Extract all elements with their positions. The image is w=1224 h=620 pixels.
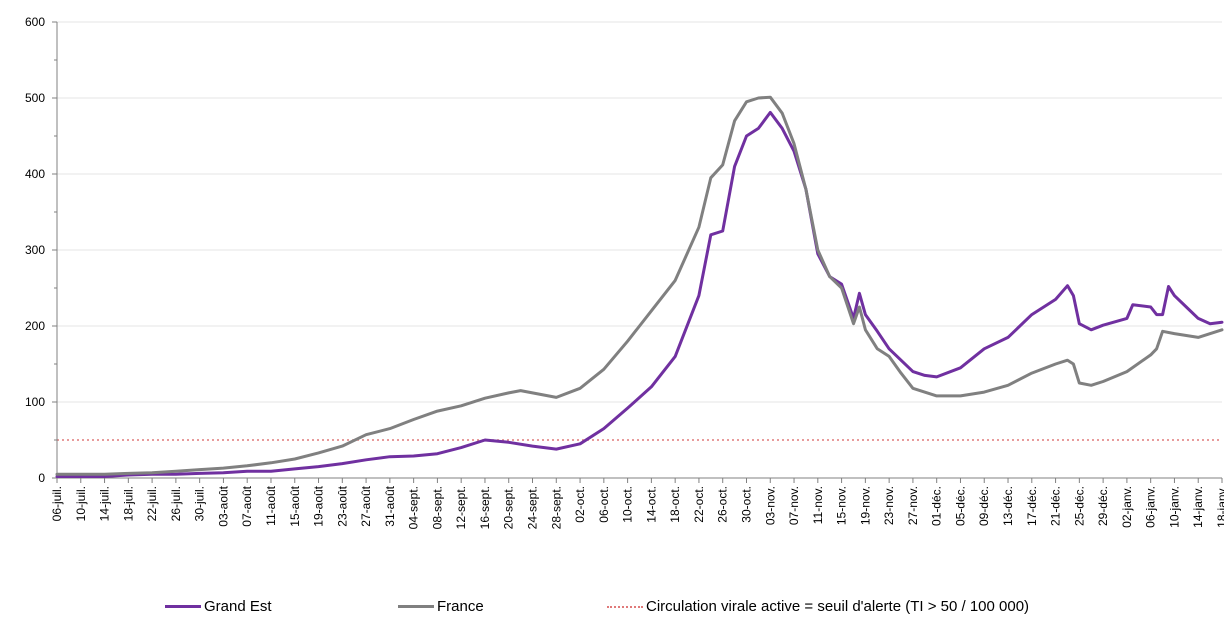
x-tick-label: 28-sept. bbox=[549, 486, 563, 529]
x-tick-label: 20-sept. bbox=[502, 486, 516, 529]
x-tick-label: 26-juil. bbox=[169, 486, 183, 521]
x-tick-label: 08-sept. bbox=[430, 486, 444, 529]
axes bbox=[52, 21, 1223, 483]
x-tick-label: 27-nov. bbox=[906, 486, 920, 525]
x-tick-label: 11-nov. bbox=[811, 486, 825, 524]
x-tick-label: 25-déc. bbox=[1072, 486, 1086, 526]
y-tick-label: 500 bbox=[25, 91, 45, 105]
x-tick-label: 30-oct. bbox=[739, 486, 753, 523]
x-tick-label: 07-nov. bbox=[787, 486, 801, 525]
legend-item-alert-threshold: Circulation virale active = seuil d'aler… bbox=[607, 598, 1029, 615]
legend-swatch-france bbox=[398, 605, 434, 608]
x-tick-label: 13-déc. bbox=[1001, 486, 1015, 526]
x-tick-label: 15-août bbox=[288, 485, 302, 526]
legend-label-france: France bbox=[437, 598, 484, 615]
x-tick-label: 26-oct. bbox=[716, 486, 730, 523]
x-tick-label: 10-oct. bbox=[621, 486, 635, 523]
x-tick-label: 01-déc. bbox=[930, 486, 944, 526]
legend-label-alert-threshold: Circulation virale active = seuil d'aler… bbox=[646, 598, 1030, 615]
x-tick-label: 12-sept. bbox=[454, 486, 468, 529]
x-tick-label: 11-août bbox=[264, 485, 278, 525]
y-tick-label: 0 bbox=[38, 471, 45, 485]
x-tick-label: 06-oct. bbox=[597, 486, 611, 523]
x-tick-label: 31-août bbox=[383, 485, 397, 526]
series-line-grand-est bbox=[55, 110, 1224, 478]
x-tick-label: 03-nov. bbox=[763, 486, 777, 525]
x-tick-label: 06-janv. bbox=[1144, 486, 1158, 528]
y-tick-label: 400 bbox=[25, 167, 45, 181]
x-tick-label: 19-août bbox=[312, 485, 326, 526]
y-tick-label: 200 bbox=[25, 319, 45, 333]
x-tick-label: 02-oct. bbox=[573, 486, 587, 523]
legend-swatch-alert-threshold bbox=[607, 605, 643, 608]
x-tick-label: 03-août bbox=[216, 485, 230, 526]
x-tick-label: 29-déc. bbox=[1096, 486, 1110, 526]
x-tick-label: 06-juil. bbox=[50, 486, 64, 521]
legend-item-grand-est: Grand Est bbox=[165, 598, 272, 615]
x-tick-label: 19-nov. bbox=[858, 486, 872, 525]
x-tick-label: 09-déc. bbox=[977, 486, 991, 526]
x-tick-label: 07-août bbox=[240, 485, 254, 526]
y-tick-label: 300 bbox=[25, 243, 45, 257]
x-tick-label: 14-oct. bbox=[644, 486, 658, 523]
x-tick-label: 05-déc. bbox=[953, 486, 967, 526]
x-tick-label: 27-août bbox=[359, 485, 373, 526]
x-tick-labels: 06-juil. 10-juil. 14-juil. 18-juil. 22-juil.… bbox=[50, 485, 1224, 529]
x-tick-label: 04-sept. bbox=[407, 486, 421, 529]
x-tick-label: 16-sept. bbox=[478, 486, 492, 529]
x-tick-label: 10-juil. bbox=[74, 486, 88, 521]
x-tick-label: 14-juil. bbox=[98, 486, 112, 521]
x-tick-label: 02-janv. bbox=[1120, 486, 1134, 528]
x-tick-label: 22-oct. bbox=[692, 486, 706, 523]
y-tick-label: 100 bbox=[25, 395, 45, 409]
x-tick-label: 22-juil. bbox=[145, 486, 159, 521]
series-line-france bbox=[55, 95, 1224, 476]
legend-item-france: France bbox=[398, 598, 484, 615]
x-tick-label: 15-nov. bbox=[835, 486, 849, 525]
series-lines bbox=[55, 95, 1224, 478]
x-tick-label: 30-juil. bbox=[193, 486, 207, 521]
legend-label-grand-est: Grand Est bbox=[204, 598, 272, 615]
legend-swatch-grand-est bbox=[165, 605, 201, 608]
x-tick-label: 23-nov. bbox=[882, 486, 896, 525]
x-tick-label: 23-août bbox=[335, 485, 349, 526]
x-tick-label: 14-janv. bbox=[1191, 486, 1205, 528]
x-tick-label: 18-janv. bbox=[1215, 486, 1224, 528]
x-tick-label: 24-sept. bbox=[526, 486, 540, 529]
y-tick-labels: 0 100 200 300 400 500 600 bbox=[25, 15, 45, 485]
legend: Grand Est France Circulation virale acti… bbox=[0, 598, 1224, 620]
gridlines bbox=[57, 21, 1222, 441]
x-tick-label: 10-janv. bbox=[1167, 486, 1181, 528]
x-tick-label: 18-oct. bbox=[668, 486, 682, 523]
y-tick-label: 600 bbox=[25, 15, 45, 29]
x-tick-label: 18-juil. bbox=[121, 486, 135, 521]
x-tick-label: 21-déc. bbox=[1049, 486, 1063, 526]
incidence-line-chart: 0 100 200 300 400 500 600 06-juil. 10-juil. 14-j… bbox=[25, 15, 1224, 529]
x-tick-label: 17-déc. bbox=[1025, 486, 1039, 526]
